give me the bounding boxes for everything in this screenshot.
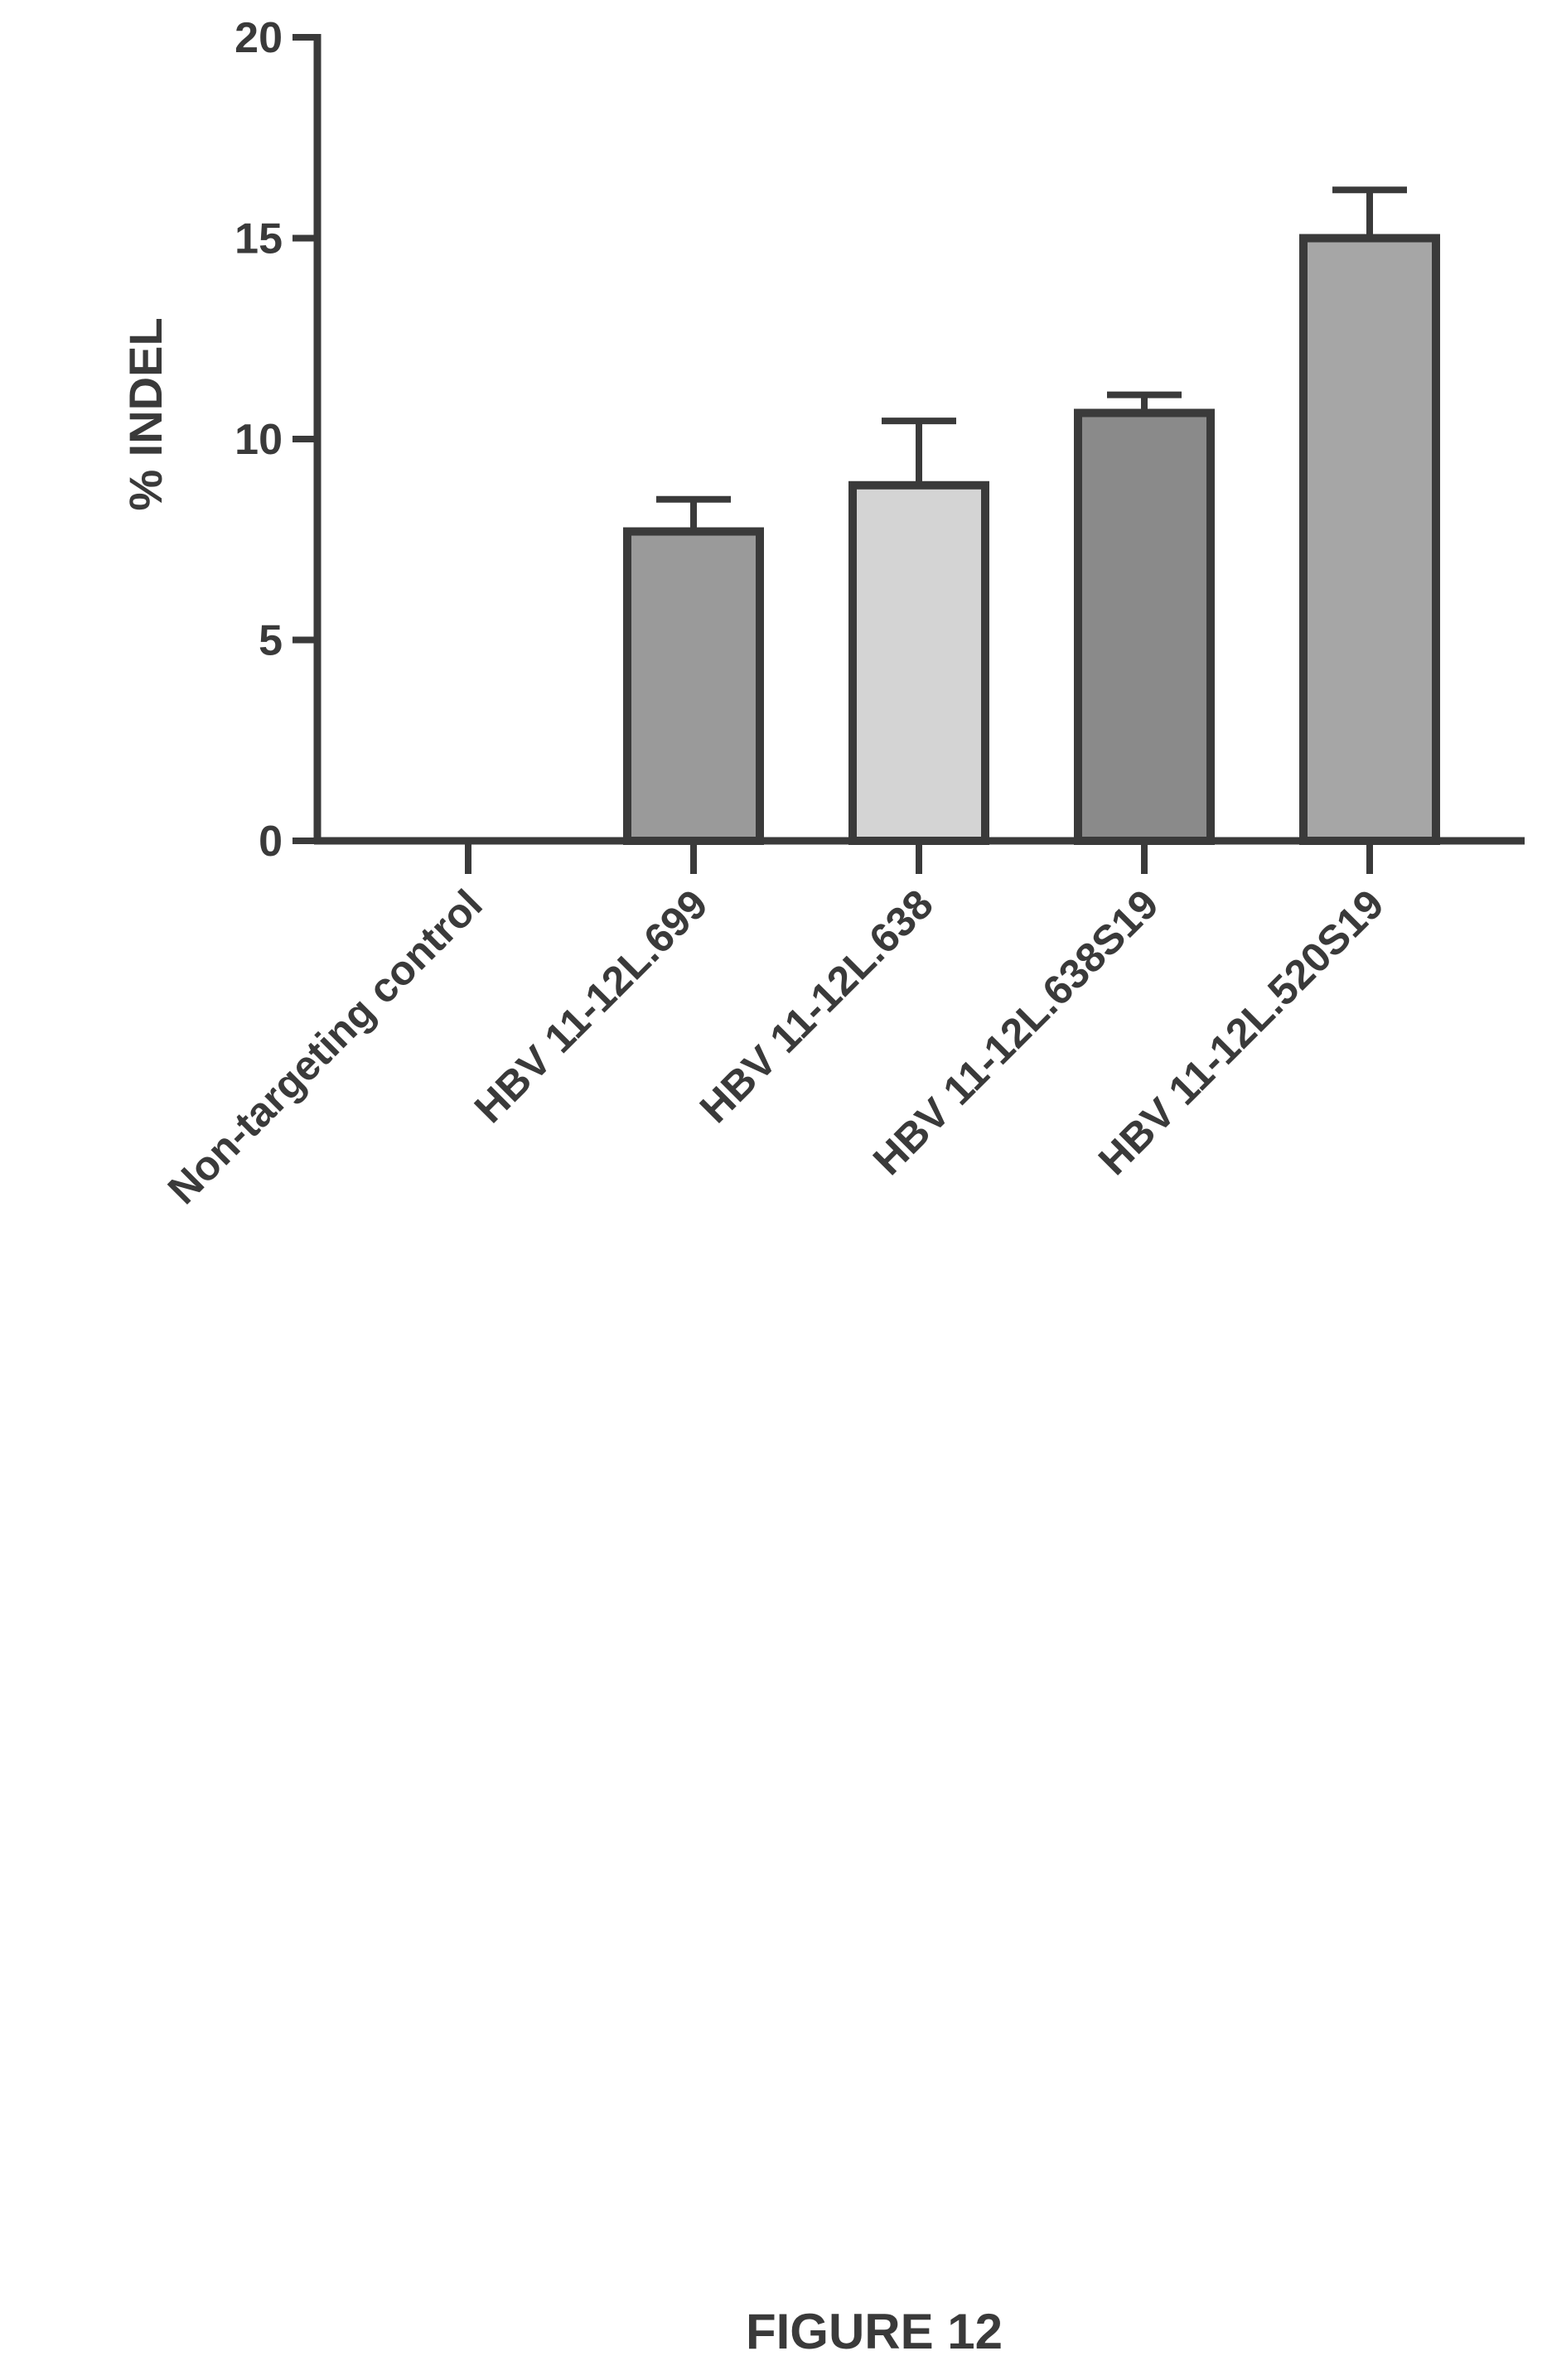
figure-caption: FIGURE 12 <box>746 2304 1003 2359</box>
bars <box>623 186 1440 846</box>
bar-1 <box>623 527 764 845</box>
x-tick-label-0: Non-targeting control <box>159 881 491 1213</box>
y-tick-label-2: 10 <box>234 416 283 464</box>
y-tick-label-0: 0 <box>259 818 283 866</box>
y-tick-label-4: 20 <box>234 14 283 62</box>
bar-2 <box>848 480 989 846</box>
y-tick-label-3: 15 <box>234 215 283 263</box>
x-tick-label-1: HBV 11-12L.699 <box>466 881 717 1132</box>
y-ticks: 0 5 10 15 20 <box>234 14 317 866</box>
y-tick-label-1: 5 <box>259 617 283 665</box>
x-tick-label-2: HBV 11-12L.638 <box>691 881 942 1132</box>
y-axis-title: % INDEL <box>119 317 172 510</box>
bar-4 <box>1299 234 1440 845</box>
bar-3 <box>1074 408 1215 846</box>
